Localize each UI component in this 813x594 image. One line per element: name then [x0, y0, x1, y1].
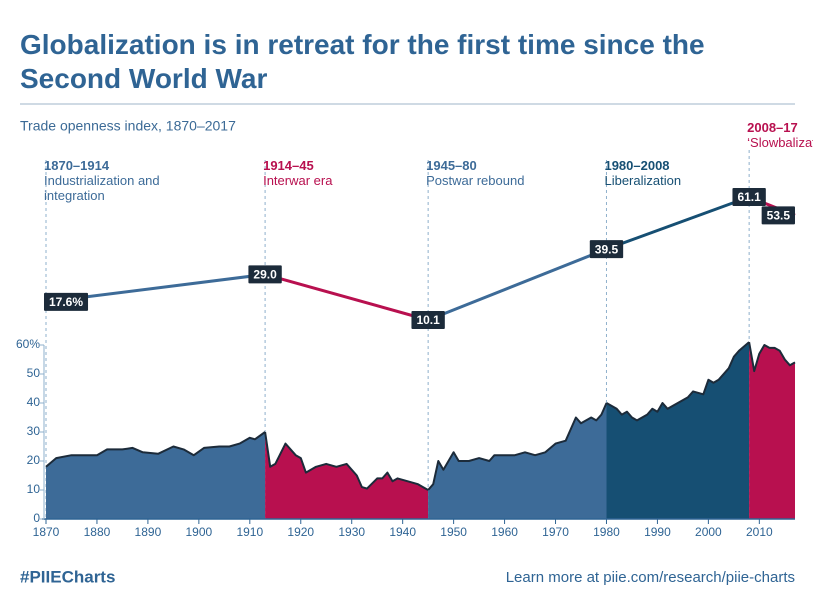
summary-label-box	[411, 311, 445, 329]
x-tick-label: 1910	[236, 525, 263, 539]
x-tick-label: 2010	[746, 525, 773, 539]
x-tick-label: 1940	[389, 525, 416, 539]
era-name: ‘Slowbalization’	[747, 135, 813, 150]
x-tick-label: 1990	[644, 525, 671, 539]
y-tick-label: 10	[27, 482, 41, 496]
area-outline	[264, 431, 429, 491]
x-tick-label: 1930	[338, 525, 365, 539]
era-name: Liberalization	[604, 173, 682, 188]
x-tick-label: 1890	[135, 525, 162, 539]
area-outline	[748, 341, 796, 373]
era-label: 1980–2008 Liberalization	[604, 158, 739, 188]
subtitle: Trade openness index, 1870–2017	[20, 118, 236, 134]
era-period: 2008–17	[747, 120, 798, 135]
x-tick-label: 1880	[84, 525, 111, 539]
era-label: 1914–45 Interwar era	[263, 158, 398, 188]
summary-label-box	[44, 292, 89, 311]
y-tick-label: 20	[27, 453, 41, 467]
area	[606, 342, 750, 519]
area	[265, 432, 429, 519]
summary-segment	[427, 247, 608, 322]
x-tick-label: 1920	[287, 525, 314, 539]
x-tick-label: 1960	[491, 525, 518, 539]
x-tick-label: 1950	[440, 525, 467, 539]
footer-link[interactable]: Learn more at piie.com/research/piie-cha…	[506, 569, 795, 586]
era-label: 1945–80 Postwar rebound	[426, 158, 561, 188]
era-period: 1870–1914	[44, 158, 110, 173]
era-name: Interwar era	[263, 173, 333, 188]
summary-label-box	[761, 206, 795, 225]
era-period: 1914–45	[263, 158, 314, 173]
footer-hashtag: #PIIECharts	[20, 567, 115, 586]
area	[749, 342, 795, 519]
era-name: Industrialization and integration	[44, 173, 160, 203]
summary-label-box	[248, 265, 282, 284]
chart-title: Globalization is in retreat for the firs…	[20, 29, 705, 94]
x-tick-label: 1970	[542, 525, 569, 539]
summary-label: 39.5	[595, 242, 619, 256]
summary-label: 53.5	[767, 209, 791, 223]
era-period: 1945–80	[426, 158, 477, 173]
area	[428, 403, 607, 519]
y-tick-label: 50	[27, 366, 41, 380]
y-tick-label: 60%	[16, 337, 40, 351]
summary-label: 17.6%	[49, 295, 83, 309]
area-outline	[427, 402, 608, 491]
era-label: 1870–1914 Industrialization and integrati…	[44, 158, 179, 203]
area-outline	[606, 341, 750, 422]
era-label: 2008–17‘Slowbalization’	[747, 120, 813, 150]
era-period: 1980–2008	[604, 158, 670, 173]
y-tick-label: 40	[27, 395, 41, 409]
x-tick-label: 2000	[695, 525, 722, 539]
summary-label-box	[732, 188, 766, 206]
summary-label: 10.1	[416, 313, 440, 327]
y-tick-label: 30	[27, 424, 41, 438]
summary-label: 61.1	[737, 190, 761, 204]
x-tick-label: 1870	[33, 525, 60, 539]
summary-label-box	[589, 240, 624, 259]
summary-segment	[605, 195, 750, 251]
area-outline	[45, 431, 266, 468]
x-tick-label: 1900	[186, 525, 213, 539]
x-tick-label: 1980	[593, 525, 620, 539]
summary-label: 29.0	[253, 268, 277, 282]
summary-segment	[264, 272, 429, 322]
y-tick-label: 0	[33, 511, 40, 525]
era-name: Postwar rebound	[426, 173, 525, 188]
